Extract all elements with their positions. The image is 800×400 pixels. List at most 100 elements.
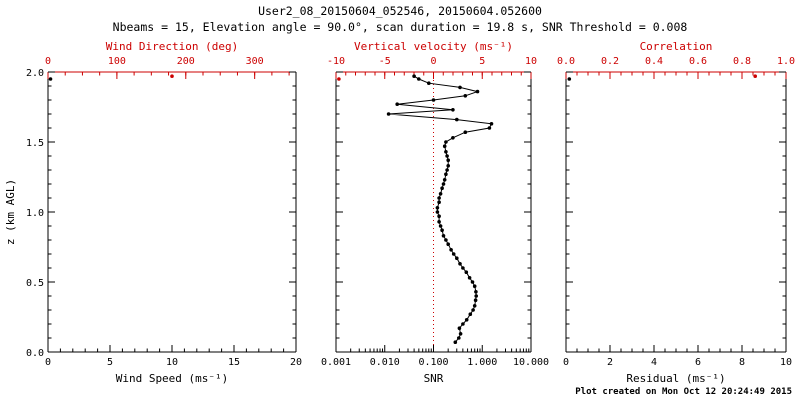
svg-text:0.6: 0.6	[689, 56, 707, 67]
snr-profile-point	[455, 117, 459, 122]
snr-profile-point	[440, 186, 444, 190]
snr-profile-point	[472, 304, 477, 308]
snr-profile-point	[458, 262, 462, 266]
svg-text:1.0: 1.0	[26, 208, 44, 219]
svg-text:10: 10	[525, 56, 537, 67]
snr-profile-point	[453, 340, 458, 345]
snr-profile-point	[437, 214, 441, 218]
snr-profile-point	[461, 266, 465, 270]
snr-profile-point	[417, 77, 421, 81]
snr-profile-point	[437, 220, 441, 224]
svg-text:5: 5	[107, 357, 113, 368]
svg-text:5: 5	[479, 56, 485, 67]
snr-profile-point	[412, 74, 416, 78]
snr-profile-point	[467, 276, 472, 280]
svg-text:4: 4	[651, 357, 657, 368]
svg-text:300: 300	[246, 56, 264, 67]
correlation-point	[753, 74, 757, 78]
snr-profile-point	[464, 270, 469, 275]
snr-profile-point	[449, 248, 453, 252]
snr-profile-point	[437, 196, 441, 200]
top-axis-label-0: Wind Direction (deg)	[106, 40, 238, 53]
svg-text:2.0: 2.0	[26, 68, 44, 79]
svg-text:2: 2	[607, 357, 613, 368]
snr-profile-point	[457, 336, 461, 340]
wind-direction-point	[170, 74, 174, 78]
snr-profile-point	[445, 154, 449, 158]
svg-text:0.4: 0.4	[645, 56, 663, 67]
svg-text:10.000: 10.000	[513, 357, 549, 368]
svg-text:0.8: 0.8	[733, 56, 751, 67]
snr-profile-point	[427, 81, 431, 85]
x-axis-label-0: Wind Speed (ms⁻¹)	[116, 372, 229, 385]
svg-text:100: 100	[108, 56, 126, 67]
snr-profile-point	[473, 298, 478, 303]
snr-profile-point	[442, 178, 447, 182]
svg-text:1.000: 1.000	[467, 357, 497, 368]
svg-text:0: 0	[430, 56, 436, 67]
svg-text:200: 200	[177, 56, 195, 67]
snr-profile-point	[475, 89, 480, 94]
snr-profile-point	[435, 206, 440, 210]
x-axis-label-1: SNR	[424, 372, 444, 385]
snr-profile-point	[471, 308, 475, 312]
svg-text:0.010: 0.010	[370, 357, 400, 368]
wind-speed-point	[48, 77, 53, 81]
residual-point	[567, 77, 572, 81]
snr-profile-point	[474, 290, 478, 294]
plot-title: User2_08_20150604_052546, 20150604.05260…	[258, 4, 542, 18]
snr-profile-point	[435, 210, 440, 214]
svg-text:1.5: 1.5	[26, 138, 44, 149]
svg-text:0: 0	[45, 357, 51, 368]
snr-profile-point	[470, 280, 475, 284]
svg-text:10: 10	[780, 357, 792, 368]
snr-profile-point	[446, 242, 451, 246]
svg-text:6: 6	[695, 357, 701, 368]
snr-profile-point	[455, 256, 459, 261]
svg-text:-5: -5	[379, 56, 391, 67]
svg-text:0.001: 0.001	[321, 357, 351, 368]
snr-profile-point	[441, 234, 446, 238]
svg-text:0.5: 0.5	[26, 278, 44, 289]
top-axis-label-1: Vertical velocity (ms⁻¹)	[354, 40, 513, 53]
svg-text:1.0: 1.0	[777, 56, 795, 67]
svg-text:10: 10	[166, 357, 178, 368]
svg-text:8: 8	[739, 357, 745, 368]
snr-profile-point	[431, 98, 436, 102]
snr-profile-point	[444, 238, 448, 242]
snr-profile-point	[440, 228, 444, 232]
snr-profile-point	[445, 168, 449, 172]
plot-subtitle: Nbeams = 15, Elevation angle = 90.0°, sc…	[113, 20, 688, 34]
snr-profile-point	[441, 182, 446, 186]
plot-footer: Plot created on Mon Oct 12 20:24:49 2015	[575, 387, 792, 397]
snr-profile-point	[458, 85, 462, 90]
svg-text:0: 0	[45, 56, 51, 67]
snr-profile-point	[442, 144, 447, 148]
snr-profile-line	[388, 75, 493, 343]
y-axis-label: z (km AGL)	[4, 179, 17, 245]
snr-profile-point	[463, 130, 468, 134]
snr-profile-point	[395, 102, 400, 106]
snr-profile-point	[472, 284, 477, 289]
snr-profile-point	[437, 200, 441, 204]
panel-1: 0.001 0.010 0.100 1.000 10.000 -10 -5 0 5 10 SNR Ve…	[321, 40, 549, 385]
snr-profile-point	[446, 158, 451, 162]
svg-text:0.0: 0.0	[26, 348, 44, 359]
snr-profile-point	[474, 294, 479, 298]
snr-profile-point	[464, 318, 469, 322]
svg-text:0.0: 0.0	[557, 56, 575, 67]
snr-profile-point	[386, 112, 391, 116]
snr-profile-point	[446, 164, 451, 168]
snr-profile-point	[451, 136, 455, 140]
snr-profile-point	[489, 122, 494, 126]
snr-profile-point	[463, 94, 468, 98]
snr-profile-point	[457, 326, 462, 331]
snr-profile-point	[451, 252, 456, 256]
snr-profile-point	[458, 332, 463, 336]
snr-profile-point	[444, 140, 448, 144]
snr-profile-point	[444, 150, 448, 154]
svg-text:0.2: 0.2	[601, 56, 619, 67]
